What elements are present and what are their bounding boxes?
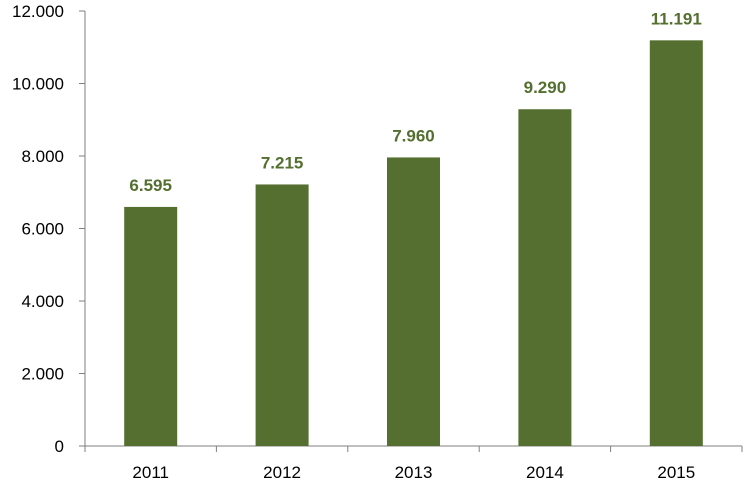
y-tick-label: 6.000 (21, 220, 64, 239)
x-tick-label-2011: 2011 (132, 463, 169, 482)
x-tick-label-2012: 2012 (263, 463, 301, 482)
value-label-2014: 9.290 (524, 78, 567, 97)
x-tick-label-2013: 2013 (395, 463, 433, 482)
x-tick-label-2014: 2014 (526, 463, 564, 482)
bar-2013 (387, 157, 440, 446)
y-axis: 0 2.000 4.000 6.000 8.000 10.000 12.000 (12, 2, 86, 456)
y-tick-label: 8.000 (21, 147, 64, 166)
x-axis: 2011 2012 2013 2014 2015 (84, 445, 743, 482)
y-tick-label: 2.000 (21, 365, 64, 384)
bar-2012 (255, 184, 309, 447)
bar-2015 (649, 40, 703, 447)
x-tick-label-2015: 2015 (657, 463, 695, 482)
bar-2014 (518, 109, 572, 447)
data-labels: 6.595 7.215 7.960 9.290 11.191 (129, 9, 701, 195)
bar-2011 (124, 206, 178, 446)
y-tick-label: 10.000 (12, 75, 64, 94)
value-label-2015: 11.191 (651, 9, 702, 28)
y-tick-label: 12.000 (12, 2, 64, 21)
y-tick-label: 4.000 (21, 292, 64, 311)
value-label-2013: 7.960 (392, 126, 435, 145)
bars (124, 40, 703, 447)
y-tick-label: 0 (55, 437, 64, 456)
value-label-2011: 6.595 (129, 176, 172, 195)
value-label-2012: 7.215 (261, 153, 304, 172)
